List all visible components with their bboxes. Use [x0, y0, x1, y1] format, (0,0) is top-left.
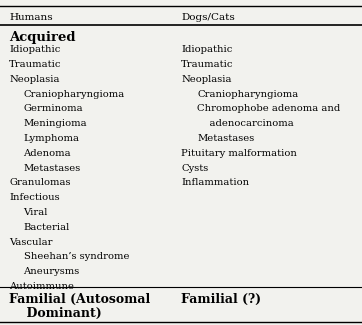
Text: Traumatic: Traumatic — [9, 60, 62, 69]
Text: Traumatic: Traumatic — [181, 60, 233, 69]
Text: Dominant): Dominant) — [9, 307, 102, 320]
Text: Metastases: Metastases — [197, 134, 254, 143]
Text: Viral: Viral — [24, 208, 48, 217]
Text: Infectious: Infectious — [9, 193, 60, 202]
Text: Idiopathic: Idiopathic — [9, 45, 60, 54]
Text: Familial (Autosomal: Familial (Autosomal — [9, 293, 150, 306]
Text: adenocarcinoma: adenocarcinoma — [197, 119, 294, 128]
Text: Pituitary malformation: Pituitary malformation — [181, 149, 297, 158]
Text: Inflammation: Inflammation — [181, 178, 249, 188]
Text: Acquired: Acquired — [9, 31, 76, 44]
Text: Germinoma: Germinoma — [24, 104, 83, 113]
Text: Granulomas: Granulomas — [9, 178, 71, 188]
Text: Aneurysms: Aneurysms — [24, 267, 80, 276]
Text: Bacterial: Bacterial — [24, 223, 70, 232]
Text: Meningioma: Meningioma — [24, 119, 87, 128]
Text: Humans: Humans — [9, 13, 53, 22]
Text: Familial (?): Familial (?) — [181, 293, 261, 306]
Text: Chromophobe adenoma and: Chromophobe adenoma and — [197, 104, 341, 113]
Text: Metastases: Metastases — [24, 163, 81, 173]
Text: Autoimmune: Autoimmune — [9, 282, 74, 291]
Text: Idiopathic: Idiopathic — [181, 45, 232, 54]
Text: Lymphoma: Lymphoma — [24, 134, 80, 143]
Text: Dogs/Cats: Dogs/Cats — [181, 13, 235, 22]
Text: Neoplasia: Neoplasia — [181, 75, 232, 84]
Text: Vascular: Vascular — [9, 238, 52, 247]
Text: Sheehan’s syndrome: Sheehan’s syndrome — [24, 252, 129, 261]
Text: Cysts: Cysts — [181, 163, 208, 173]
Text: Craniopharyngioma: Craniopharyngioma — [24, 90, 125, 99]
Text: Craniopharyngioma: Craniopharyngioma — [197, 90, 299, 99]
Text: Neoplasia: Neoplasia — [9, 75, 60, 84]
Text: Adenoma: Adenoma — [24, 149, 71, 158]
